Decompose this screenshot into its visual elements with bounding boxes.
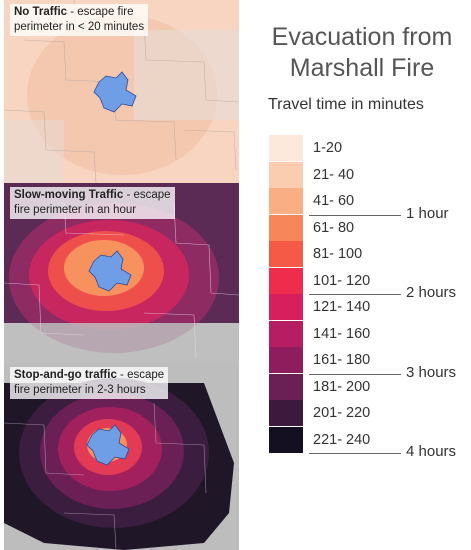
hour-label: 1 hour	[406, 204, 449, 222]
caption-bold: Slow-moving Traffic	[14, 189, 124, 201]
legend-label: 21- 40	[313, 166, 355, 183]
legend-swatch	[269, 294, 303, 320]
caption-text: - escape fire	[67, 6, 134, 18]
caption-text-line2: fire perimeter in an hour	[14, 204, 137, 216]
hour-divider	[309, 214, 401, 216]
boundary-lines	[4, 402, 207, 549]
legend-label: 221- 240	[313, 431, 371, 448]
legend-label: 201- 220	[313, 405, 371, 421]
map-caption-no-traffic: No Traffic - escape fire perimeter in < …	[10, 4, 149, 36]
unreachable-area	[134, 30, 239, 120]
legend-swatch	[269, 214, 303, 241]
caption-text-line2: perimeter in < 20 minutes	[14, 21, 145, 33]
legend-label: 61- 80	[313, 219, 355, 236]
hour-label: 2 hours	[406, 284, 457, 301]
map-caption-stop-and-go: Stop-and-go traffic - escape fire perime…	[10, 367, 169, 399]
legend-swatch	[269, 347, 303, 373]
legend-swatch	[269, 161, 303, 188]
fire-perimeter	[93, 71, 137, 113]
legend-swatch	[269, 320, 303, 347]
legend-label: 41- 60	[313, 193, 355, 209]
legend-label: 181- 200	[313, 378, 371, 395]
legend-swatch	[269, 426, 303, 453]
caption-text: - escape	[123, 189, 171, 201]
hour-divider	[309, 294, 401, 295]
fire-perimeter	[86, 424, 130, 466]
unreachable-area	[4, 120, 64, 183]
title-line-2: Marshall Fire	[289, 54, 435, 82]
legend-swatch	[269, 400, 303, 426]
caption-text-line2: fire perimeter in 2-3 hours	[14, 384, 146, 396]
legend-label: 121- 140	[313, 299, 371, 315]
map-caption-slow-traffic: Slow-moving Traffic - escape fire perime…	[10, 187, 175, 219]
unreachable-area	[4, 323, 239, 363]
legend-swatch	[269, 188, 303, 214]
map-panel-stop-and-go: Stop-and-go traffic - escape fire perime…	[4, 363, 239, 550]
title-line-1: Evacuation from	[271, 23, 453, 51]
legend-label: 81- 100	[313, 246, 363, 262]
map-title: Evacuation from Marshall Fire	[262, 22, 462, 84]
map-panel-no-traffic: No Traffic - escape fire perimeter in < …	[4, 0, 239, 183]
legend-title: Travel time in minutes	[268, 96, 424, 113]
caption-text: - escape	[116, 369, 165, 381]
hour-divider	[309, 453, 401, 454]
legend-label: 141- 160	[313, 325, 371, 342]
fire-perimeter	[88, 250, 132, 292]
legend-label: 1-20	[313, 140, 343, 156]
legend-label: 101- 120	[313, 272, 371, 289]
caption-bold: No Traffic	[14, 6, 68, 18]
hour-divider	[309, 373, 401, 375]
map-panel-slow-traffic: Slow-moving Traffic - escape fire perime…	[4, 183, 239, 363]
hour-label: 3 hours	[406, 363, 457, 381]
legend-swatch	[269, 267, 303, 294]
hour-label: 4 hours	[406, 443, 457, 460]
legend-swatch	[269, 135, 303, 161]
legend-swatch	[269, 241, 303, 267]
caption-bold: Stop-and-go traffic	[14, 369, 117, 381]
map-column: No Traffic - escape fire perimeter in < …	[4, 0, 239, 550]
legend: 1-20 21- 40 41- 60 61- 80 81- 100 101- 120 121…	[269, 135, 469, 475]
legend-label: 161- 180	[313, 352, 371, 368]
map-slow-traffic	[4, 183, 239, 363]
legend-swatch	[269, 373, 303, 400]
